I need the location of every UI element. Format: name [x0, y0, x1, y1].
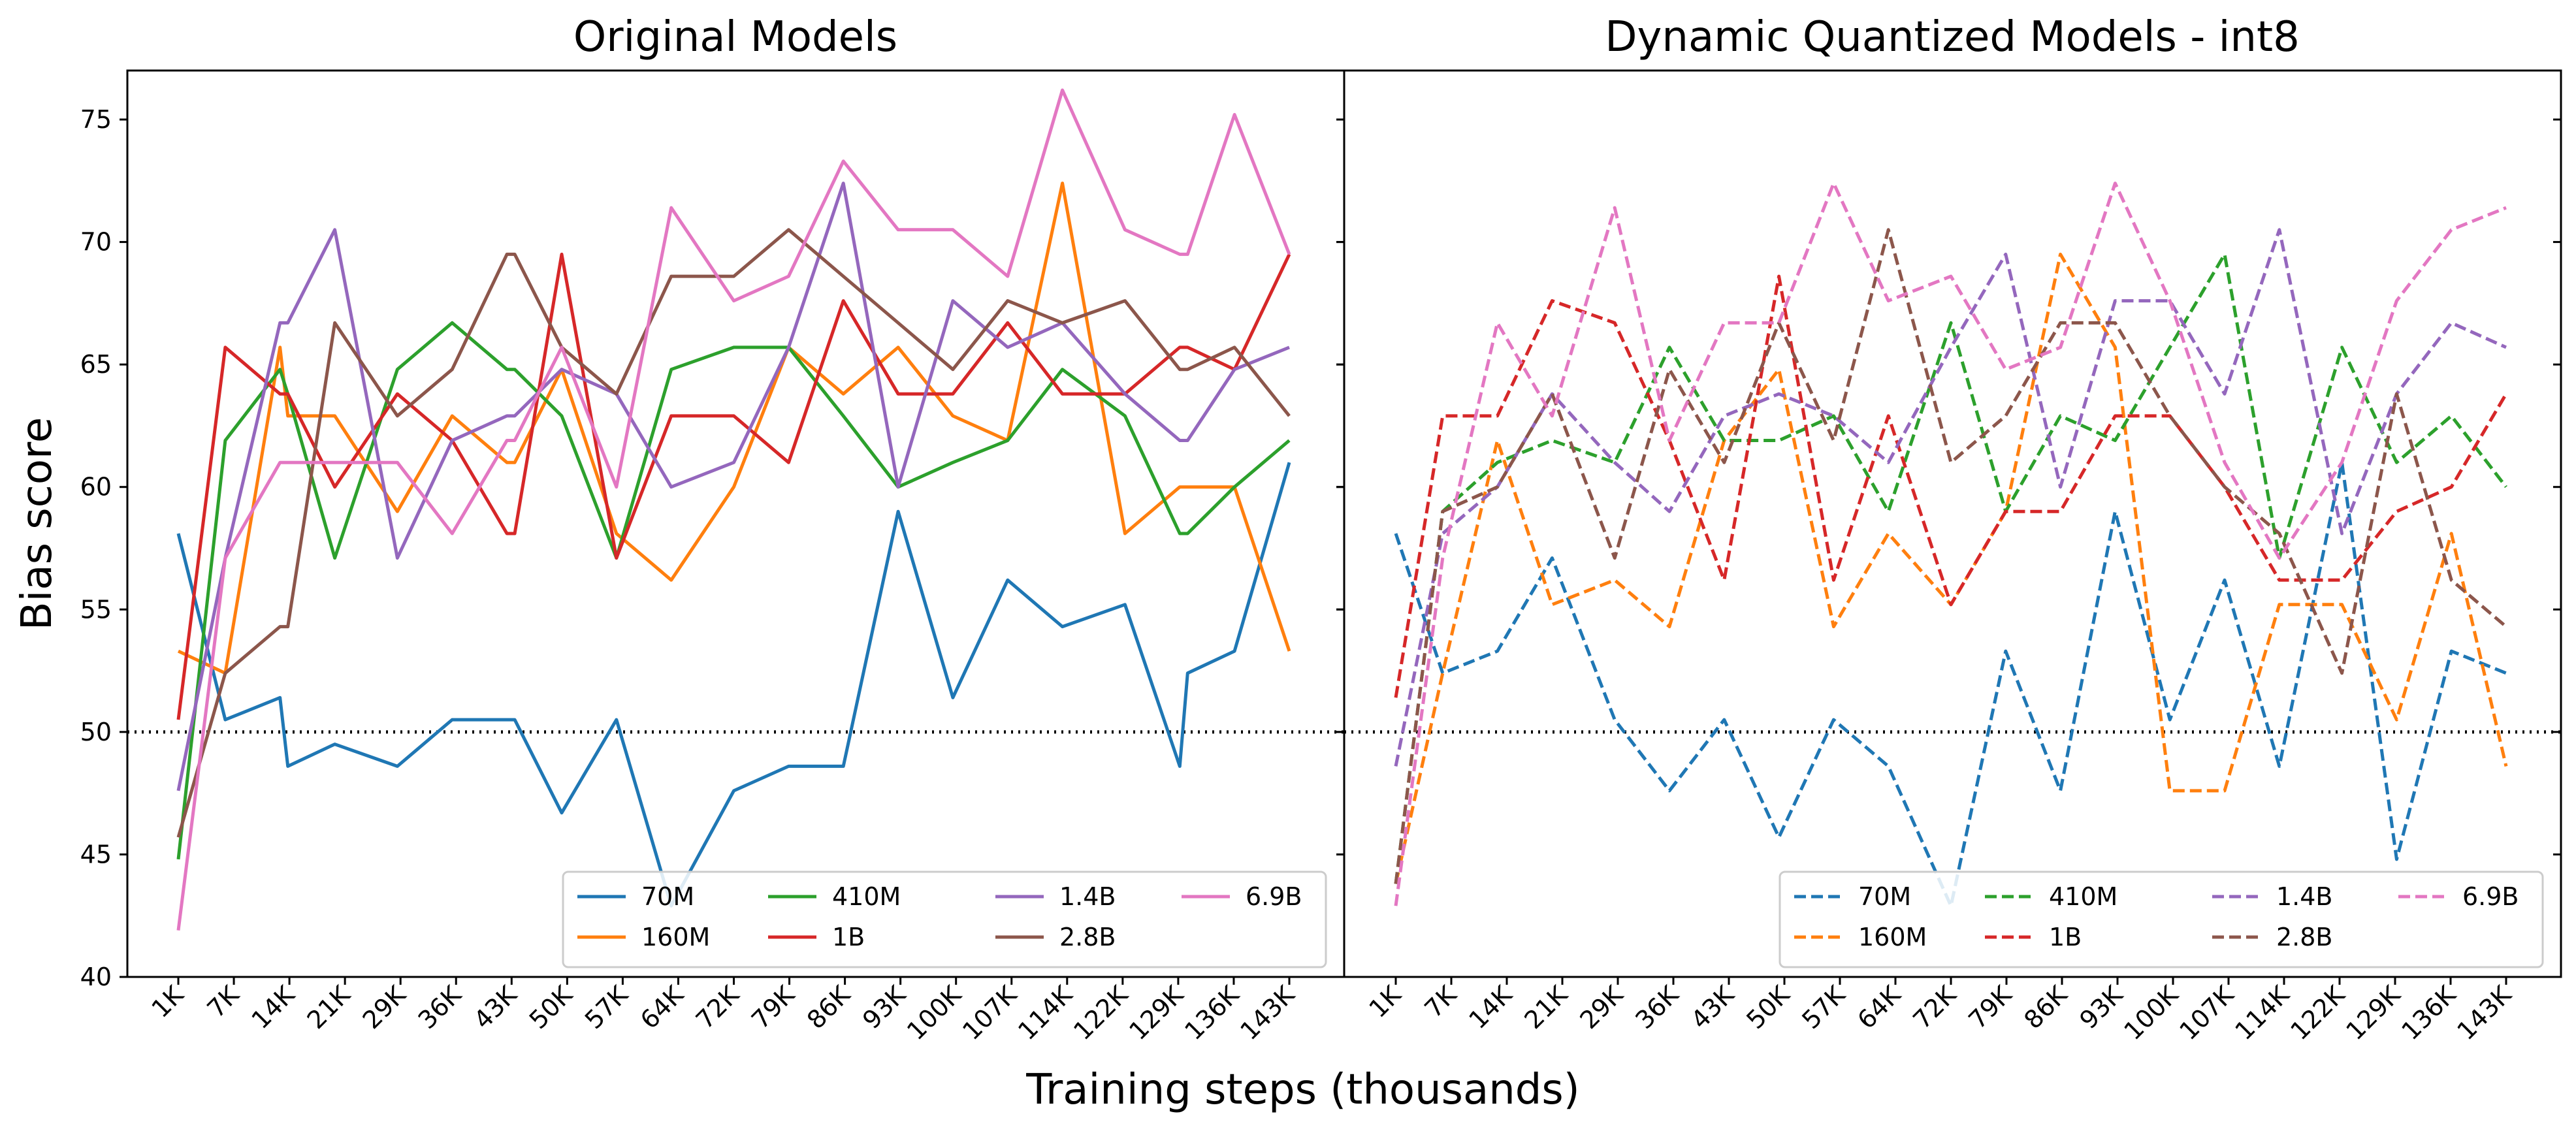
x-tick-label: 21K — [1519, 980, 1573, 1034]
x-tick-label: 122K — [2285, 980, 2351, 1045]
x-tick-label: 79K — [1963, 980, 2018, 1034]
y-tick-label: 70 — [80, 228, 112, 257]
x-tick-label: 72K — [690, 980, 745, 1034]
x-tick-label: 21K — [302, 980, 357, 1034]
y-tick-label: 50 — [80, 718, 112, 746]
series-line-2-8b — [1394, 228, 2507, 884]
x-tick-label: 29K — [1574, 980, 1629, 1034]
x-tick-label: 136K — [2396, 980, 2462, 1045]
legend-label: 6.9B — [2462, 882, 2519, 911]
left-panel-frame — [126, 69, 1345, 978]
legend-label: 410M — [832, 882, 901, 911]
x-tick-label: 114K — [1012, 980, 1078, 1045]
x-tick-label: 7K — [1419, 980, 1463, 1023]
legend-label: 70M — [1858, 882, 1911, 911]
x-tick-label: 79K — [746, 980, 801, 1034]
legend-label: 2.8B — [1059, 923, 1116, 951]
x-tick-label: 50K — [1741, 980, 1795, 1034]
legend-label: 6.9B — [1246, 882, 1302, 911]
legend-label: 1B — [2049, 923, 2082, 951]
x-tick-label: 14K — [1463, 980, 1518, 1034]
x-tick-label: 36K — [413, 980, 468, 1034]
x-tick-label: 57K — [1796, 980, 1851, 1034]
x-tick-label: 100K — [2118, 980, 2184, 1045]
series-line-1b — [1394, 274, 2508, 698]
series-line-1b — [176, 252, 1291, 720]
series-line-6-9b — [176, 88, 1291, 931]
legend-label: 160M — [641, 923, 710, 951]
y-tick-label: 55 — [80, 595, 112, 624]
x-tick-label: 64K — [635, 980, 690, 1034]
x-tick-label: 122K — [1068, 980, 1134, 1045]
x-tick-label: 129K — [2340, 980, 2406, 1045]
right-panel-frame — [1343, 69, 2562, 978]
legend-box — [1779, 870, 2544, 968]
x-tick-label: 136K — [1179, 980, 1245, 1045]
x-tick-label: 143K — [2451, 980, 2517, 1045]
series-line-1-4b — [176, 182, 1290, 791]
legend-label: 70M — [641, 882, 694, 911]
legend-label: 160M — [1858, 923, 1927, 951]
right-panel-plot — [1344, 182, 2561, 908]
x-tick-label: 50K — [524, 980, 579, 1034]
right-panel-legend: 70M 160M 410M 1B 1.4B 2.8B 6.9B — [1779, 870, 2544, 968]
x-tick-label: 64K — [1852, 980, 1907, 1034]
y-tick-label: 45 — [80, 840, 112, 869]
right-panel-title: Dynamic Quantized Models - int8 — [1605, 13, 2300, 61]
legend-box — [562, 870, 1327, 968]
left-panel-plot — [127, 88, 1344, 931]
x-tick-label: 43K — [1685, 980, 1740, 1034]
y-tick-label: 60 — [80, 473, 112, 502]
series-line-6-9b — [1394, 182, 2507, 906]
y-tick-label: 75 — [80, 105, 112, 134]
legend-label: 1B — [832, 923, 865, 951]
x-tick-label: 57K — [579, 980, 634, 1034]
x-tick-label: 143K — [1234, 980, 1300, 1045]
left-panel-legend: 70M 160M 410M 1B 1.4B 2.8B 6.9B — [562, 870, 1327, 968]
x-tick-label: 36K — [1630, 980, 1684, 1034]
series-line-2-8b — [176, 228, 1291, 838]
x-tick-label: 1K — [146, 980, 190, 1023]
legend-label: 2.8B — [2276, 923, 2333, 951]
y-tick-label: 65 — [80, 350, 112, 379]
x-tick-label: 86K — [801, 980, 856, 1034]
x-tick-label: 29K — [357, 980, 412, 1034]
x-tick-label: 1K — [1364, 980, 1408, 1023]
y-axis-label: Bias score — [13, 417, 61, 631]
x-tick-label: 107K — [2174, 980, 2240, 1045]
x-tick-label: 107K — [957, 980, 1023, 1045]
left-panel-title: Original Models — [573, 13, 897, 61]
series-line-160m — [177, 182, 1291, 675]
series-line-410m — [176, 321, 1291, 860]
x-tick-label: 14K — [246, 980, 301, 1034]
legend-label: 1.4B — [1059, 882, 1116, 911]
series-line-1-4b — [1394, 228, 2507, 767]
x-tick-label: 114K — [2229, 980, 2295, 1045]
x-tick-label: 72K — [1907, 980, 1962, 1034]
x-tick-label: 86K — [2018, 980, 2073, 1034]
x-tick-label: 129K — [1123, 980, 1189, 1045]
x-axis-label: Training steps (thousands) — [1025, 1066, 1579, 1114]
legend-label: 1.4B — [2276, 882, 2333, 911]
x-tick-label: 7K — [202, 980, 246, 1023]
series-line-70m — [176, 462, 1291, 908]
x-tick-label: 43K — [468, 980, 523, 1034]
y-tick-label: 40 — [80, 963, 112, 991]
x-tick-label: 100K — [901, 980, 967, 1045]
legend-label: 410M — [2049, 882, 2117, 911]
